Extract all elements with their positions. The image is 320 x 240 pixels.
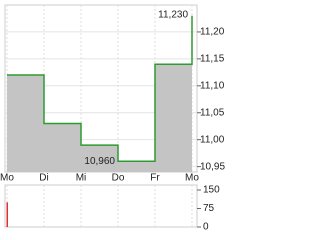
- line: [7, 15, 193, 162]
- area: [7, 15, 192, 172]
- annotation: 11,230: [158, 9, 188, 20]
- volume-tick-label: 75: [203, 203, 215, 214]
- x-tick-label: Mi: [76, 173, 87, 184]
- volume-tick-label: 150: [203, 185, 220, 196]
- x-tick-label: Mo: [185, 173, 199, 184]
- y-tick-label: 11,20: [200, 27, 225, 38]
- y-tick-label: 11,10: [200, 80, 225, 91]
- x-tick-label: Mo: [0, 173, 14, 184]
- volume-tick-label: 0: [203, 222, 209, 232]
- y-tick-label: 10,95: [200, 161, 225, 172]
- x-tick-label: Di: [39, 173, 48, 184]
- y-tick-label: 11,05: [200, 107, 225, 118]
- y-tick-label: 11,15: [200, 54, 225, 65]
- x-tick-label: Do: [112, 173, 125, 184]
- volume-bar: [6, 202, 8, 227]
- annotation: 10,960: [84, 156, 115, 167]
- y-tick-label: 11,00: [200, 134, 225, 145]
- volume-frame: [4, 184, 198, 228]
- chart: Mo Di Mi Do Fr Mo10,9511,0011,0511,1011,1511,…: [0, 4, 225, 232]
- x-tick-label: Fr: [150, 173, 160, 184]
